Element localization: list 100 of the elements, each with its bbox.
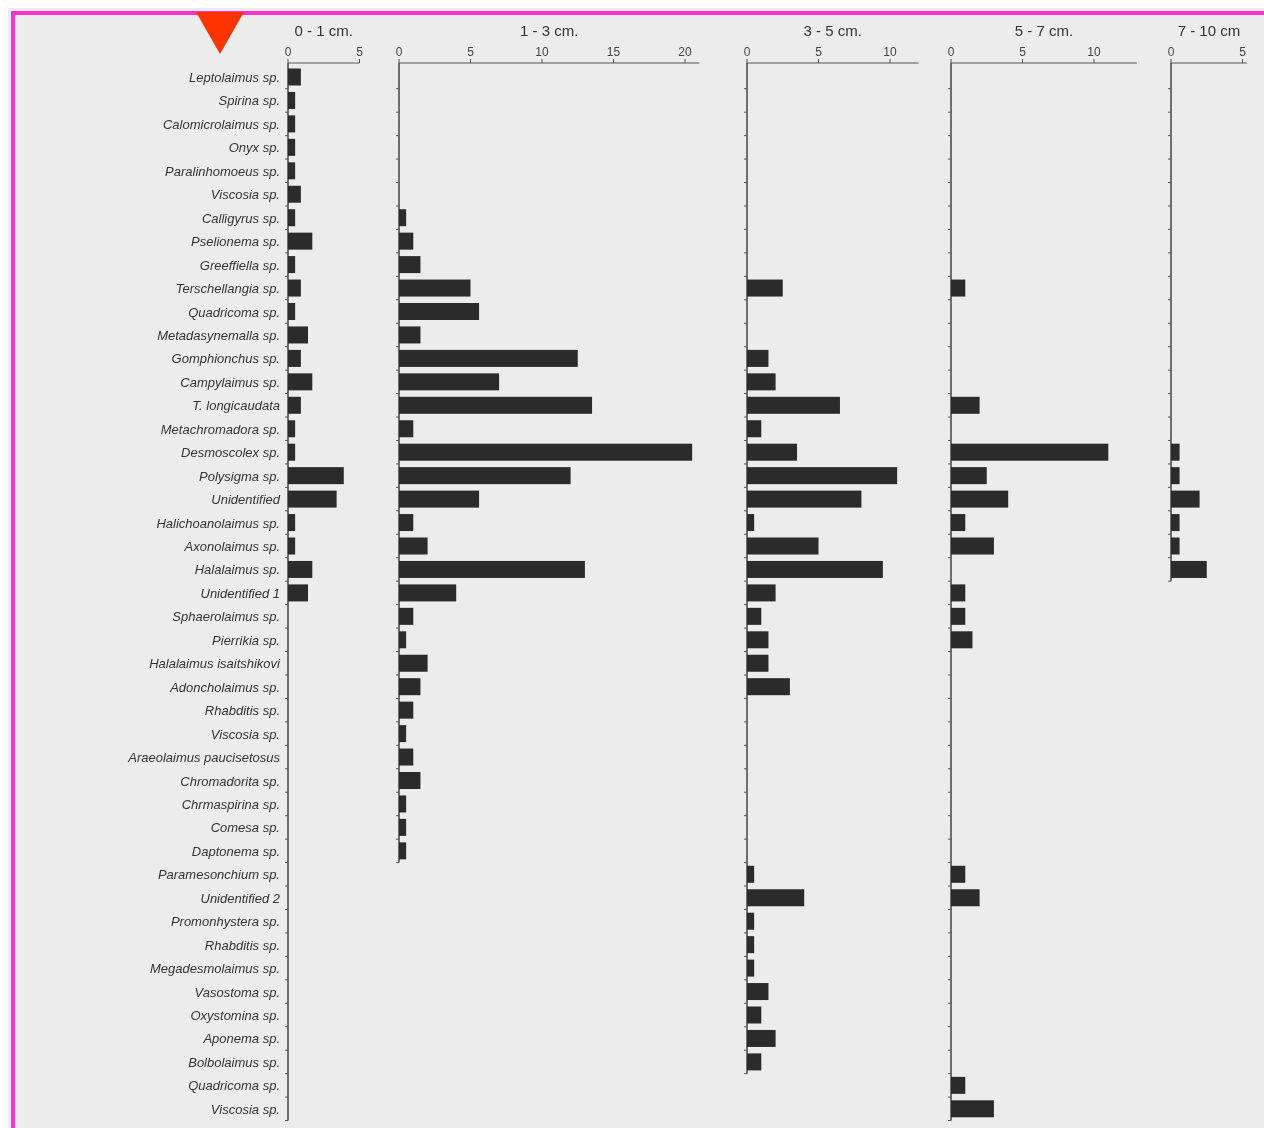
y-tick-label: Halalaimus sp. [194,562,280,578]
y-tick-label: Unidentified 1 [200,585,280,601]
y-tick-label: Spirina sp. [218,93,280,109]
bar [288,209,296,227]
bar [747,889,805,907]
bar [747,1006,762,1024]
bar [399,701,414,719]
chart-title: 7 - 10 cm [1177,22,1241,39]
bar [399,514,414,532]
bar [951,1076,966,1094]
bar [747,607,762,625]
x-tick-label: 10 [1087,45,1101,59]
bar [288,514,296,532]
bar [747,654,769,672]
bar [288,68,301,86]
bar [288,232,313,250]
bar [399,537,428,555]
y-tick-label: Greeffiella sp. [199,257,280,273]
y-tick-label: Viscosia sp. [210,1101,280,1117]
y-tick-label: Paralinhomoeus sp. [165,163,280,179]
y-tick-label: Araeolaimus paucisetosus [127,750,281,766]
bar [747,514,755,532]
chart-title: 3 - 5 cm. [803,22,862,39]
chart-title: 5 - 7 cm. [1014,22,1074,39]
y-tick-label: Calomicrolaimus sp. [162,116,280,132]
bar [399,654,428,672]
bar [288,256,296,274]
y-tick-label: Campylaimus sp. [180,374,280,390]
bar [951,514,966,532]
bar [399,772,421,789]
bar [399,279,471,297]
bar [399,748,414,766]
x-tick-label: 0 [284,45,292,59]
y-tick-label: Rhabditis sp. [204,937,280,953]
x-tick-label: 0 [947,45,955,59]
y-tick-label: Aponema sp. [202,1031,280,1047]
y-tick-label: Calligyrus sp. [201,210,280,226]
y-tick-label: Pierrikia sp. [212,632,280,648]
x-tick-label: 5 [1019,45,1027,59]
y-tick-label: Promonhystera sp. [170,914,280,930]
x-tick-label: 0 [1167,45,1175,59]
y-tick-label: Chrmaspirina sp. [181,796,280,812]
y-tick-label: Gomphionchus sp. [171,351,280,367]
bar [951,584,966,602]
chart-title: 1 - 3 cm. [519,22,579,39]
bar [399,326,421,344]
x-tick-label: 10 [535,45,549,59]
y-tick-label: Sphaerolaimus sp. [172,609,280,625]
bar [951,865,966,883]
x-tick-label: 0 [395,45,403,59]
bar [288,115,296,133]
bar [747,537,819,555]
bar [951,443,1109,461]
bar [399,678,421,696]
y-tick-label: Bolbolaimus sp. [188,1054,280,1070]
y-tick-label: Leptolaimus sp. [188,70,280,85]
y-tick-label: Onyx sp. [228,140,280,156]
bar [399,584,457,602]
y-tick-label: Unidentified [211,492,281,508]
bar [747,678,790,696]
y-tick-label: Paramesonchium sp. [157,867,280,883]
bar [288,537,296,555]
bar [747,912,755,930]
bar [288,91,296,109]
x-tick-label: 10 [883,45,897,59]
bar [288,326,309,344]
y-tick-label: Halichoanolaimus sp. [156,515,280,531]
bar [951,537,994,555]
bar [399,725,407,743]
y-tick-label: Viscosia sp. [210,726,280,742]
bar [288,349,301,367]
bar [288,162,296,180]
bar [288,138,296,156]
bar [288,373,313,391]
bar [747,631,769,649]
bar [951,889,980,907]
y-tick-label: Oxystomina sp. [190,1008,280,1023]
x-tick-label: 0 [743,45,751,59]
bar [951,467,987,485]
y-tick-label: Comesa sp. [210,820,280,836]
bar [288,420,296,438]
bar [399,349,578,367]
bar [288,560,313,578]
bar [747,349,769,367]
bar [951,631,973,649]
bar [288,490,337,508]
y-tick-label: T. longicaudata [192,398,280,414]
x-tick-label: 5 [815,45,823,59]
bar [288,303,296,320]
bar [1171,467,1180,485]
y-tick-label: Polysigma sp. [199,468,280,484]
bar [1171,514,1180,532]
bar [747,959,755,977]
bar [399,467,571,485]
y-tick-label: Daptonema sp. [191,843,280,859]
y-tick-label: Quadricoma sp. [188,304,280,320]
x-tick-label: 15 [606,45,621,59]
y-tick-label: Adoncholaimus sp. [169,679,280,695]
bar [747,983,769,1001]
bar [747,420,762,438]
